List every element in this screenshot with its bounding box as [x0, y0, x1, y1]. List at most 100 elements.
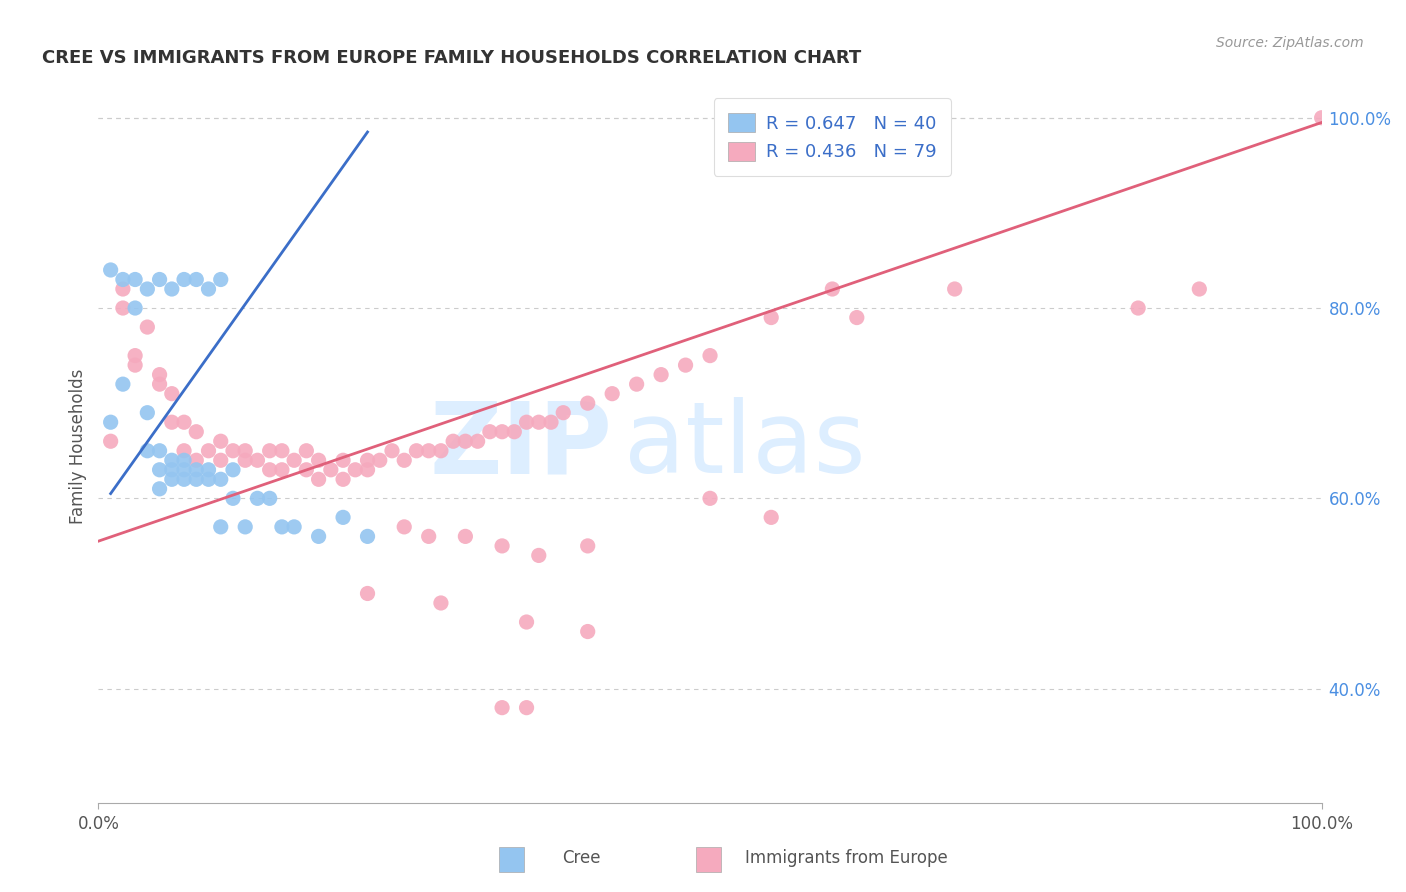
Point — [136, 320, 159, 334]
Point — [454, 434, 477, 449]
Legend: R = 0.647   N = 40, R = 0.436   N = 79: R = 0.647 N = 40, R = 0.436 N = 79 — [714, 98, 950, 176]
Point — [160, 386, 183, 401]
Point — [650, 368, 672, 382]
Point — [197, 282, 219, 296]
Point — [173, 443, 195, 458]
Point — [270, 463, 294, 477]
Point — [173, 415, 195, 429]
Point — [381, 443, 404, 458]
Point — [160, 453, 183, 467]
Point — [1128, 301, 1150, 315]
Point — [576, 539, 599, 553]
Point — [124, 272, 146, 286]
Point — [259, 491, 281, 506]
Point — [515, 415, 537, 429]
Point — [197, 443, 219, 458]
Point — [491, 700, 513, 714]
Point — [454, 529, 477, 543]
Point — [149, 377, 172, 392]
Point — [368, 453, 391, 467]
Point — [283, 520, 305, 534]
Point — [197, 472, 219, 486]
Point — [246, 491, 269, 506]
Point — [430, 596, 453, 610]
Text: Cree: Cree — [562, 849, 600, 867]
Point — [209, 453, 232, 467]
Point — [100, 415, 122, 429]
Point — [233, 453, 256, 467]
Point — [173, 463, 195, 477]
Point — [308, 453, 330, 467]
Point — [467, 434, 489, 449]
Point — [675, 358, 697, 372]
Point — [761, 310, 783, 325]
Point — [295, 443, 318, 458]
Point — [173, 272, 195, 286]
Point — [149, 368, 172, 382]
Text: Source: ZipAtlas.com: Source: ZipAtlas.com — [1216, 36, 1364, 50]
Point — [626, 377, 648, 392]
Point — [1310, 111, 1333, 125]
Point — [418, 443, 440, 458]
Point — [100, 263, 122, 277]
Point — [491, 425, 513, 439]
Point — [111, 301, 134, 315]
Point — [1188, 282, 1211, 296]
Y-axis label: Family Households: Family Households — [69, 368, 87, 524]
Point — [160, 463, 183, 477]
Text: Immigrants from Europe: Immigrants from Europe — [745, 849, 948, 867]
Point — [124, 358, 146, 372]
Point — [233, 443, 256, 458]
Point — [136, 443, 159, 458]
Point — [515, 615, 537, 629]
Point — [332, 453, 354, 467]
Point — [270, 520, 294, 534]
Point — [845, 310, 868, 325]
Point — [111, 377, 134, 392]
Point — [160, 282, 183, 296]
Point — [283, 453, 305, 467]
Point — [761, 510, 783, 524]
Point — [503, 425, 526, 439]
Point — [553, 406, 575, 420]
Point — [259, 463, 281, 477]
Point — [356, 453, 378, 467]
Point — [111, 282, 134, 296]
Point — [515, 700, 537, 714]
Point — [209, 472, 232, 486]
Point — [943, 282, 966, 296]
Point — [418, 529, 440, 543]
Point — [600, 386, 623, 401]
Text: atlas: atlas — [624, 398, 866, 494]
Point — [149, 482, 172, 496]
Point — [308, 472, 330, 486]
Point — [222, 443, 245, 458]
Point — [149, 272, 172, 286]
Point — [197, 463, 219, 477]
Point — [186, 272, 208, 286]
Point — [160, 472, 183, 486]
Point — [821, 282, 844, 296]
Point — [246, 453, 269, 467]
Point — [576, 624, 599, 639]
Point — [405, 443, 427, 458]
Text: ZIP: ZIP — [429, 398, 612, 494]
Point — [186, 463, 208, 477]
Point — [222, 491, 245, 506]
Point — [332, 472, 354, 486]
Point — [356, 463, 378, 477]
Point — [100, 434, 122, 449]
Point — [173, 472, 195, 486]
Point — [222, 463, 245, 477]
Point — [136, 406, 159, 420]
Point — [160, 415, 183, 429]
Text: CREE VS IMMIGRANTS FROM EUROPE FAMILY HOUSEHOLDS CORRELATION CHART: CREE VS IMMIGRANTS FROM EUROPE FAMILY HO… — [42, 49, 862, 67]
Point — [209, 434, 232, 449]
Point — [270, 443, 294, 458]
Point — [209, 520, 232, 534]
Point — [356, 586, 378, 600]
Point — [149, 443, 172, 458]
Point — [527, 549, 550, 563]
Point — [149, 463, 172, 477]
Point — [392, 453, 416, 467]
